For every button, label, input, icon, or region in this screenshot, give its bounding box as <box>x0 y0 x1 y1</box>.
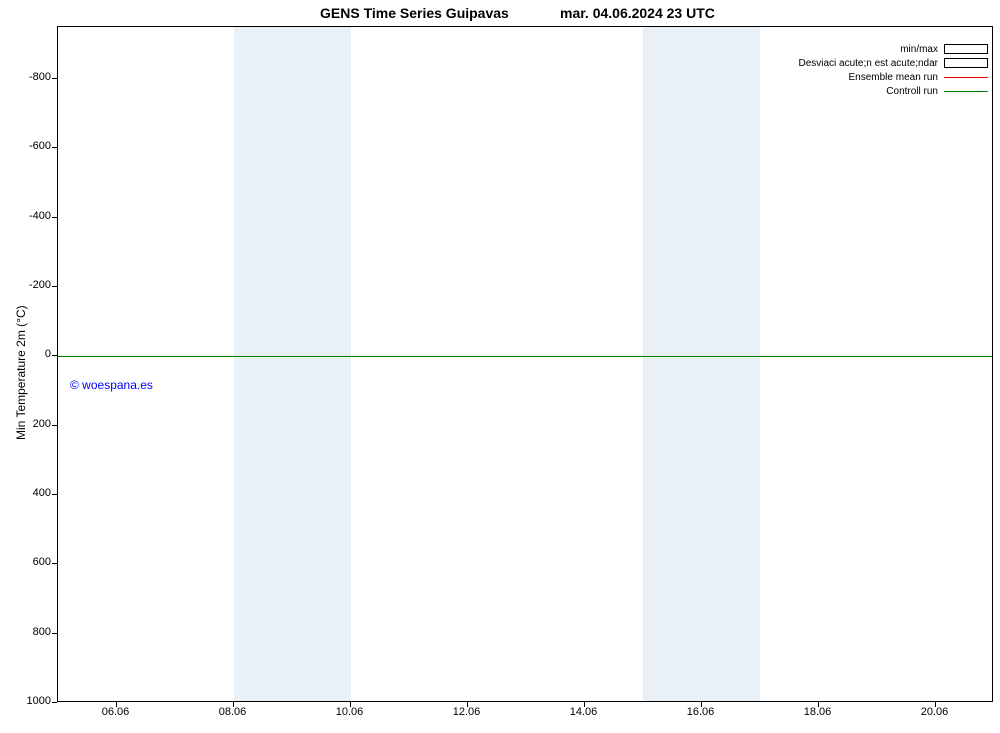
chart-title-right: mar. 04.06.2024 23 UTC <box>560 5 715 21</box>
plot-area <box>57 26 993 702</box>
x-tick-mark <box>233 702 234 707</box>
y-tick-label: -800 <box>11 71 51 83</box>
y-tick-mark <box>52 633 57 634</box>
legend-swatch <box>944 71 988 83</box>
y-tick-mark <box>52 494 57 495</box>
x-tick-label: 06.06 <box>102 706 130 718</box>
y-tick-label: 0 <box>11 348 51 360</box>
y-tick-mark <box>52 355 57 356</box>
y-tick-label: -400 <box>11 210 51 222</box>
y-tick-label: 600 <box>11 556 51 568</box>
x-tick-label: 18.06 <box>804 706 832 718</box>
x-tick-label: 10.06 <box>336 706 364 718</box>
x-tick-mark <box>116 702 117 707</box>
legend-label: Desviaci acute;n est acute;ndar <box>798 58 938 69</box>
legend-swatch <box>944 57 988 69</box>
weekend-shade <box>702 27 761 701</box>
x-tick-mark <box>350 702 351 707</box>
y-tick-mark <box>52 702 57 703</box>
y-tick-label: 800 <box>11 626 51 638</box>
legend-swatch <box>944 43 988 55</box>
legend-item: Ensemble mean run <box>798 70 988 84</box>
y-tick-mark <box>52 563 57 564</box>
x-tick-label: 08.06 <box>219 706 247 718</box>
weekend-shade <box>292 27 351 701</box>
x-tick-label: 12.06 <box>453 706 481 718</box>
legend-item: Controll run <box>798 84 988 98</box>
y-tick-label: -200 <box>11 279 51 291</box>
legend-label: Ensemble mean run <box>849 72 939 83</box>
legend-box: min/max Desviaci acute;n est acute;ndar En… <box>798 42 988 98</box>
weekend-shade <box>234 27 293 701</box>
y-tick-label: 200 <box>11 418 51 430</box>
y-tick-label: 400 <box>11 487 51 499</box>
y-tick-mark <box>52 217 57 218</box>
y-tick-mark <box>52 425 57 426</box>
x-tick-label: 16.06 <box>687 706 715 718</box>
controll-run-line <box>58 356 992 357</box>
legend-label: min/max <box>900 44 938 55</box>
x-tick-mark <box>935 702 936 707</box>
chart-container: GENS Time Series Guipavas mar. 04.06.202… <box>0 0 1000 733</box>
x-tick-mark <box>818 702 819 707</box>
x-tick-label: 14.06 <box>570 706 598 718</box>
x-tick-mark <box>701 702 702 707</box>
legend-item: Desviaci acute;n est acute;ndar <box>798 56 988 70</box>
y-tick-label: -600 <box>11 140 51 152</box>
x-tick-mark <box>584 702 585 707</box>
x-tick-label: 20.06 <box>921 706 949 718</box>
weekend-shade <box>643 27 702 701</box>
x-tick-mark <box>467 702 468 707</box>
chart-title-left: GENS Time Series Guipavas <box>320 5 509 21</box>
watermark-text: © woespana.es <box>70 378 153 392</box>
legend-item: min/max <box>798 42 988 56</box>
legend-swatch <box>944 85 988 97</box>
y-tick-label: 1000 <box>11 695 51 707</box>
y-tick-mark <box>52 286 57 287</box>
y-tick-mark <box>52 147 57 148</box>
legend-label: Controll run <box>886 86 938 97</box>
y-tick-mark <box>52 78 57 79</box>
